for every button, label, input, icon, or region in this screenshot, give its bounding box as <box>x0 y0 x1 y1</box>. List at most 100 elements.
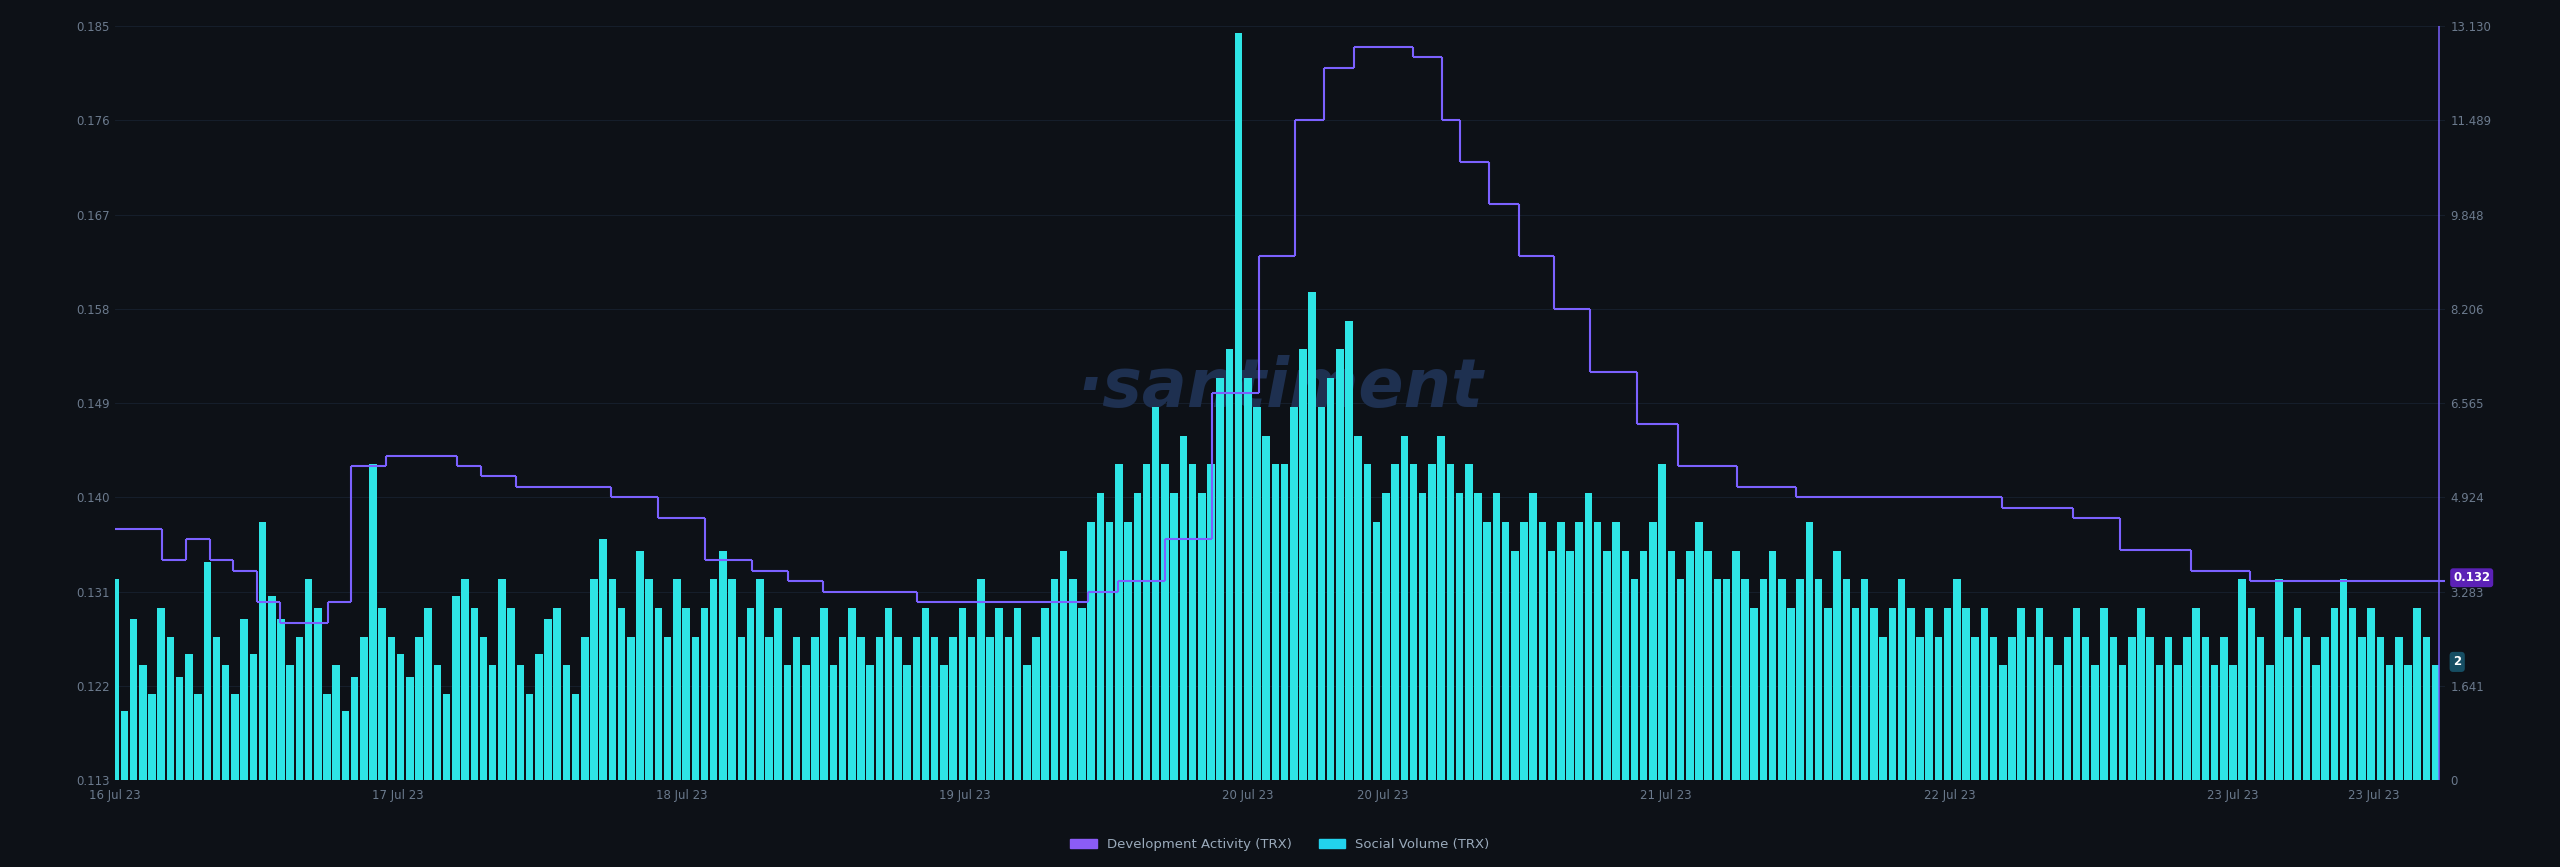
Bar <box>886 608 893 780</box>
Bar <box>138 665 146 780</box>
Bar <box>865 665 873 780</box>
Bar <box>1170 493 1178 780</box>
Bar <box>1208 465 1213 780</box>
Bar <box>571 694 579 780</box>
Bar <box>1943 608 1951 780</box>
Bar <box>2304 636 2312 780</box>
Bar <box>1060 551 1068 780</box>
Bar <box>1999 665 2007 780</box>
Bar <box>2184 636 2191 780</box>
Bar <box>1705 551 1713 780</box>
Bar <box>2237 579 2245 780</box>
Bar <box>1733 551 1741 780</box>
Bar <box>1354 435 1362 780</box>
Bar <box>2350 608 2358 780</box>
Bar <box>1347 321 1352 780</box>
Bar <box>1871 608 1876 780</box>
Bar <box>627 636 635 780</box>
Bar <box>166 636 174 780</box>
Bar <box>120 711 128 780</box>
Bar <box>911 636 919 780</box>
Bar <box>1779 579 1787 780</box>
Bar <box>1935 636 1943 780</box>
Bar <box>223 665 230 780</box>
Bar <box>443 694 451 780</box>
Legend: Development Activity (TRX), Social Volume (TRX): Development Activity (TRX), Social Volum… <box>1065 833 1495 857</box>
Bar <box>737 636 745 780</box>
Bar <box>801 665 809 780</box>
Bar <box>1825 608 1830 780</box>
Bar <box>2120 665 2127 780</box>
Bar <box>1198 493 1206 780</box>
Bar <box>1457 493 1464 780</box>
Bar <box>148 694 156 780</box>
Bar <box>2035 608 2043 780</box>
Bar <box>1234 34 1242 780</box>
Bar <box>1336 349 1344 780</box>
Bar <box>2330 608 2337 780</box>
Bar <box>1142 465 1149 780</box>
Bar <box>433 665 440 780</box>
Bar <box>2368 608 2376 780</box>
Bar <box>701 608 709 780</box>
Bar <box>591 579 599 780</box>
Bar <box>2063 636 2071 780</box>
Bar <box>2092 665 2099 780</box>
Bar <box>1318 407 1326 780</box>
Bar <box>499 579 507 780</box>
Bar <box>2045 636 2053 780</box>
Bar <box>1833 551 1841 780</box>
Bar <box>1262 435 1270 780</box>
Bar <box>1032 636 1039 780</box>
Bar <box>361 636 369 780</box>
Bar <box>1981 608 1989 780</box>
Bar <box>1326 378 1334 780</box>
Bar <box>1723 579 1731 780</box>
Bar <box>812 636 819 780</box>
Bar <box>1272 465 1280 780</box>
Bar <box>957 608 965 780</box>
Bar <box>2312 665 2319 780</box>
Bar <box>287 665 294 780</box>
Bar <box>1574 522 1582 780</box>
Bar <box>1528 493 1536 780</box>
Bar <box>1641 551 1649 780</box>
Bar <box>684 608 689 780</box>
Bar <box>847 608 855 780</box>
Bar <box>184 654 192 780</box>
Bar <box>1897 579 1905 780</box>
Bar <box>645 579 653 780</box>
Bar <box>1475 493 1482 780</box>
Bar <box>1004 636 1011 780</box>
Bar <box>1096 493 1103 780</box>
Bar <box>637 551 643 780</box>
Text: ·santiment: ·santiment <box>1078 355 1482 421</box>
Bar <box>1613 522 1620 780</box>
Bar <box>1549 551 1556 780</box>
Bar <box>1300 349 1306 780</box>
Bar <box>351 677 358 780</box>
Text: 2: 2 <box>2452 655 2460 668</box>
Bar <box>1953 579 1961 780</box>
Bar <box>1152 407 1160 780</box>
Bar <box>609 579 617 780</box>
Bar <box>1677 579 1684 780</box>
Bar <box>1372 522 1380 780</box>
Bar <box>1659 465 1667 780</box>
Bar <box>1162 465 1170 780</box>
Bar <box>1889 608 1897 780</box>
Bar <box>765 636 773 780</box>
Bar <box>655 608 663 780</box>
Bar <box>1216 378 1224 780</box>
Text: 0.132: 0.132 <box>2452 571 2491 584</box>
Bar <box>507 608 515 780</box>
Bar <box>2166 636 2173 780</box>
Bar <box>461 579 468 780</box>
Bar <box>2109 636 2117 780</box>
Bar <box>1695 522 1702 780</box>
Bar <box>1879 636 1887 780</box>
Bar <box>829 665 837 780</box>
Bar <box>2007 636 2015 780</box>
Bar <box>1917 636 1923 780</box>
Bar <box>177 677 184 780</box>
